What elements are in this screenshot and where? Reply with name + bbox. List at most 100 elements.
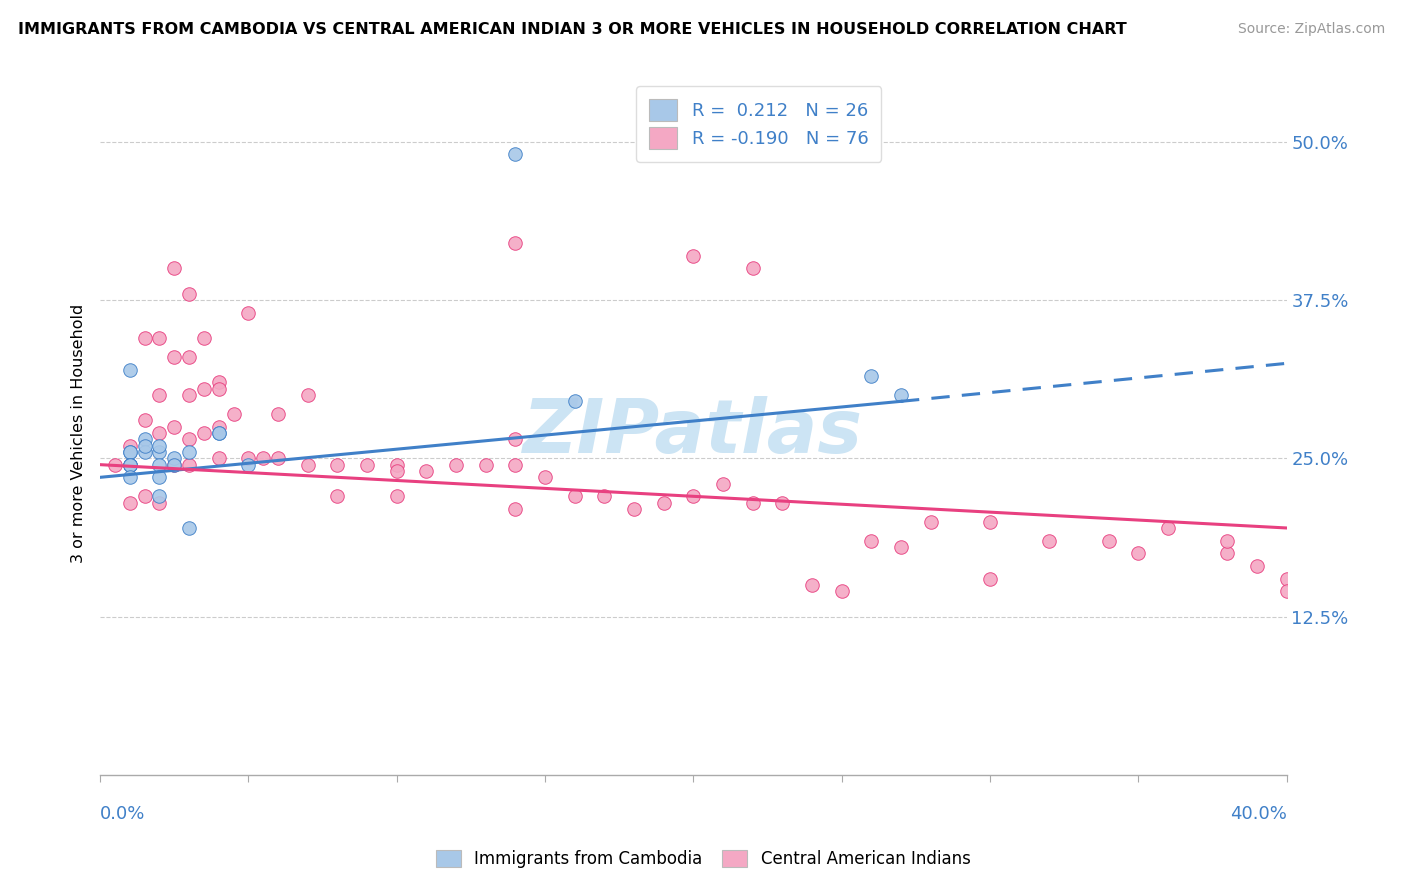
- Point: [385, 464, 408, 478]
- Point: [534, 470, 557, 484]
- Point: [238, 451, 260, 466]
- Point: [208, 425, 231, 440]
- Point: [326, 458, 349, 472]
- Point: [118, 458, 141, 472]
- Point: [593, 489, 616, 503]
- Point: [252, 451, 274, 466]
- Point: [208, 419, 231, 434]
- Text: 0.0%: 0.0%: [100, 805, 145, 823]
- Point: [831, 584, 853, 599]
- Point: [1275, 572, 1298, 586]
- Point: [208, 376, 231, 390]
- Point: [148, 470, 170, 484]
- Legend: R =  0.212   N = 26, R = -0.190   N = 76: R = 0.212 N = 26, R = -0.190 N = 76: [636, 87, 882, 162]
- Point: [148, 458, 170, 472]
- Point: [385, 458, 408, 472]
- Text: IMMIGRANTS FROM CAMBODIA VS CENTRAL AMERICAN INDIAN 3 OR MORE VEHICLES IN HOUSEH: IMMIGRANTS FROM CAMBODIA VS CENTRAL AMER…: [18, 22, 1128, 37]
- Point: [1216, 546, 1239, 560]
- Point: [148, 489, 170, 503]
- Point: [179, 445, 201, 459]
- Point: [163, 458, 186, 472]
- Point: [741, 496, 763, 510]
- Point: [979, 515, 1001, 529]
- Point: [208, 425, 231, 440]
- Point: [652, 496, 675, 510]
- Point: [179, 521, 201, 535]
- Point: [163, 451, 186, 466]
- Point: [134, 489, 156, 503]
- Point: [208, 451, 231, 466]
- Point: [134, 331, 156, 345]
- Point: [1038, 533, 1060, 548]
- Point: [179, 388, 201, 402]
- Point: [134, 445, 156, 459]
- Point: [890, 540, 912, 554]
- Point: [148, 425, 170, 440]
- Point: [356, 458, 378, 472]
- Point: [163, 350, 186, 364]
- Point: [297, 458, 319, 472]
- Point: [134, 413, 156, 427]
- Point: [505, 235, 527, 250]
- Point: [238, 306, 260, 320]
- Point: [163, 261, 186, 276]
- Point: [118, 470, 141, 484]
- Point: [118, 458, 141, 472]
- Point: [134, 439, 156, 453]
- Point: [148, 439, 170, 453]
- Point: [297, 388, 319, 402]
- Point: [118, 439, 141, 453]
- Point: [920, 515, 942, 529]
- Point: [118, 496, 141, 510]
- Point: [979, 572, 1001, 586]
- Point: [148, 388, 170, 402]
- Point: [118, 362, 141, 376]
- Point: [711, 476, 734, 491]
- Point: [505, 502, 527, 516]
- Point: [564, 489, 586, 503]
- Point: [238, 458, 260, 472]
- Point: [118, 445, 141, 459]
- Point: [148, 496, 170, 510]
- Point: [134, 433, 156, 447]
- Point: [1216, 533, 1239, 548]
- Point: [1157, 521, 1180, 535]
- Point: [505, 433, 527, 447]
- Point: [118, 458, 141, 472]
- Point: [682, 249, 704, 263]
- Point: [208, 382, 231, 396]
- Point: [267, 451, 290, 466]
- Point: [179, 286, 201, 301]
- Point: [1246, 558, 1268, 573]
- Point: [1305, 584, 1327, 599]
- Point: [148, 445, 170, 459]
- Point: [860, 369, 883, 384]
- Point: [193, 382, 215, 396]
- Point: [860, 533, 883, 548]
- Y-axis label: 3 or more Vehicles in Household: 3 or more Vehicles in Household: [72, 303, 86, 563]
- Point: [1275, 584, 1298, 599]
- Point: [193, 331, 215, 345]
- Point: [267, 407, 290, 421]
- Point: [741, 261, 763, 276]
- Point: [148, 331, 170, 345]
- Point: [505, 458, 527, 472]
- Point: [118, 458, 141, 472]
- Point: [179, 350, 201, 364]
- Point: [890, 388, 912, 402]
- Point: [193, 425, 215, 440]
- Point: [505, 147, 527, 161]
- Point: [474, 458, 496, 472]
- Point: [564, 394, 586, 409]
- Point: [179, 433, 201, 447]
- Point: [1128, 546, 1150, 560]
- Point: [1097, 533, 1119, 548]
- Point: [623, 502, 645, 516]
- Point: [118, 445, 141, 459]
- Point: [222, 407, 245, 421]
- Point: [163, 458, 186, 472]
- Point: [444, 458, 467, 472]
- Text: 40.0%: 40.0%: [1230, 805, 1286, 823]
- Point: [326, 489, 349, 503]
- Point: [104, 458, 127, 472]
